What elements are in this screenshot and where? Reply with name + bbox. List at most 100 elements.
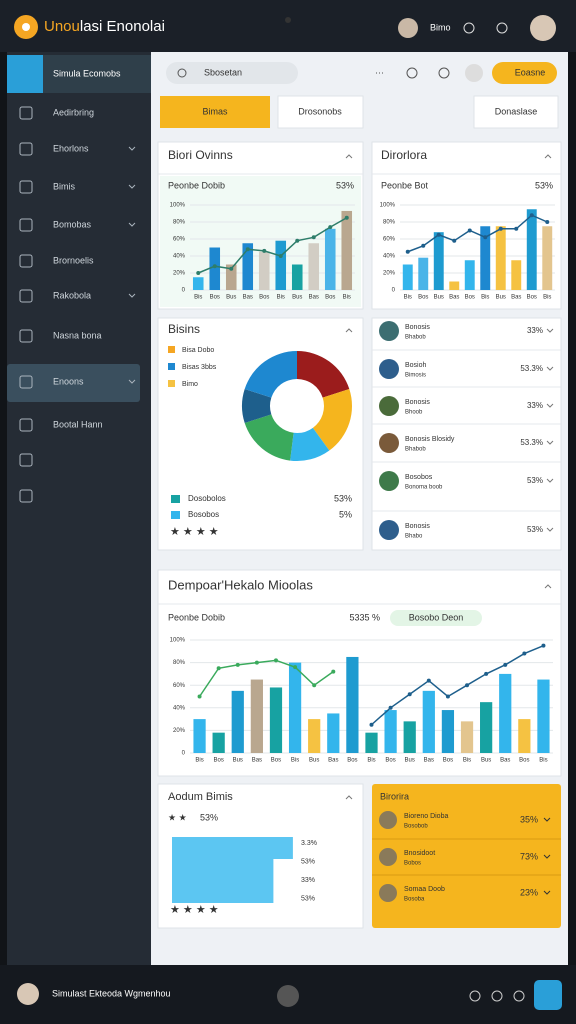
x-tick-label: Bos	[325, 295, 335, 301]
avatar[interactable]	[379, 884, 397, 902]
nav-icon[interactable]	[19, 289, 33, 303]
nav-icon[interactable]	[19, 180, 33, 194]
x-tick-label: Bis	[343, 295, 351, 301]
person-sub: Bimosis	[405, 373, 426, 379]
avatar[interactable]	[379, 433, 399, 453]
icon[interactable]	[469, 990, 481, 1002]
chevron[interactable]	[546, 366, 554, 371]
sidebar	[7, 52, 151, 965]
chevron[interactable]	[546, 328, 554, 333]
chevron[interactable]	[128, 184, 136, 189]
person-sub: Bhabob	[405, 335, 426, 341]
fab[interactable]	[534, 980, 562, 1010]
tab-label: Drosonobs	[298, 106, 342, 116]
avatar[interactable]	[379, 811, 397, 829]
tab-active[interactable]	[160, 96, 270, 128]
search-box[interactable]	[166, 62, 298, 84]
avatar[interactable]	[379, 520, 399, 540]
bar	[327, 713, 340, 753]
nav-item[interactable]: Enoons	[53, 376, 84, 386]
avatar[interactable]	[379, 848, 397, 866]
nav-icon[interactable]	[19, 254, 33, 268]
bar	[511, 260, 522, 290]
row-name: Dosobolos	[188, 494, 226, 503]
nav-icon[interactable]	[19, 418, 33, 432]
legend-swatch	[168, 363, 175, 370]
collapse[interactable]	[544, 154, 552, 159]
tab[interactable]	[277, 95, 364, 129]
hbar	[172, 859, 274, 881]
bar	[441, 710, 455, 753]
nav-item[interactable]: Bootal Hann	[53, 419, 103, 429]
collapse[interactable]	[345, 154, 353, 159]
nav-icon[interactable]	[19, 453, 33, 467]
point	[311, 235, 316, 240]
action-button[interactable]	[492, 62, 557, 84]
chevron[interactable]	[128, 222, 136, 227]
nav-item[interactable]: Ehorlons	[53, 143, 89, 153]
nav-icon[interactable]	[19, 106, 33, 120]
nav-item[interactable]: Aedirbring	[53, 107, 94, 117]
icon[interactable]	[513, 990, 525, 1002]
y-tick-label: 0	[392, 288, 396, 294]
avatar[interactable]	[379, 471, 399, 491]
avatar[interactable]	[379, 359, 399, 379]
chevron[interactable]	[543, 890, 551, 895]
donut-slice	[241, 389, 272, 423]
brand-icon[interactable]	[7, 55, 43, 93]
nav-icon[interactable]	[19, 375, 33, 389]
chevron[interactable]	[128, 146, 136, 151]
note: 53%	[301, 858, 315, 865]
chevron[interactable]	[543, 854, 551, 859]
icon[interactable]	[465, 64, 483, 82]
nav-icon[interactable]	[19, 489, 33, 503]
avatar[interactable]	[379, 396, 399, 416]
nav-item[interactable]: Rakobola	[53, 290, 91, 300]
nav-item[interactable]: Bomobas	[53, 219, 92, 229]
icon[interactable]	[438, 67, 450, 79]
row-value: 53%	[334, 493, 352, 503]
icon[interactable]	[463, 22, 475, 34]
card-title: Dirorlora	[381, 148, 427, 162]
collapse[interactable]	[544, 584, 552, 589]
collapse[interactable]	[345, 328, 353, 333]
avatar[interactable]	[398, 18, 418, 38]
donut-slice	[290, 427, 330, 462]
point	[212, 264, 217, 269]
nav-icon[interactable]	[19, 218, 33, 232]
note: 33%	[301, 877, 315, 884]
x-tick-label: Bos	[527, 295, 537, 301]
user-name: Bimo	[430, 22, 451, 32]
person-sub: Bhabo	[405, 534, 423, 540]
chevron[interactable]	[128, 379, 136, 384]
chevron[interactable]	[546, 440, 554, 445]
collapse[interactable]	[345, 795, 353, 800]
chevron[interactable]	[128, 293, 136, 298]
legend: Peonbe Dobib	[168, 612, 225, 622]
icon[interactable]	[406, 67, 418, 79]
nav-icon[interactable]	[19, 142, 33, 156]
nav-item[interactable]: Nasna bona	[53, 330, 102, 340]
avatar[interactable]	[530, 15, 556, 41]
tab[interactable]	[473, 95, 559, 129]
icon[interactable]	[496, 22, 508, 34]
avatar[interactable]	[17, 983, 39, 1005]
search-text: Sbosetan	[204, 67, 242, 77]
home-button[interactable]	[277, 985, 299, 1007]
point	[331, 669, 336, 674]
point	[235, 662, 240, 667]
bar	[480, 702, 493, 753]
nav-icon[interactable]	[19, 329, 33, 343]
chevron[interactable]	[543, 817, 551, 822]
chevron[interactable]	[546, 478, 554, 483]
x-tick-label: Bos	[443, 758, 453, 764]
chevron[interactable]	[546, 403, 554, 408]
avatar[interactable]	[379, 321, 399, 341]
icon[interactable]	[491, 990, 503, 1002]
chevron[interactable]	[546, 527, 554, 532]
nav-item[interactable]: Brornoelis	[53, 255, 94, 265]
card-title: Dempoar'Hekalo Mioolas	[168, 577, 313, 592]
point	[465, 683, 470, 688]
more-dots[interactable]: ···	[375, 67, 384, 77]
nav-item[interactable]: Bimis	[53, 181, 75, 191]
